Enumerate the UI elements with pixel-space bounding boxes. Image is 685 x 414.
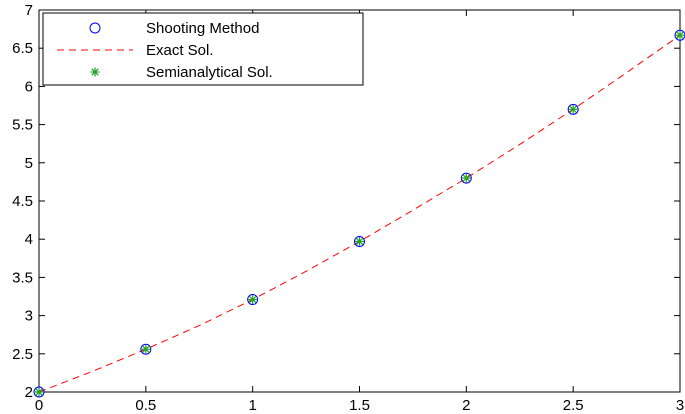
y-tick-label: 6 [25, 78, 33, 95]
y-tick-label: 3.5 [12, 269, 33, 286]
y-tick-label: 6.5 [12, 40, 33, 57]
y-tick-label: 5.5 [12, 117, 33, 134]
semianalytical-point [568, 104, 578, 114]
legend-label: Semianalytical Sol. [146, 64, 273, 81]
x-tick-label: 3 [676, 397, 684, 414]
y-tick-label: 4.5 [12, 193, 33, 210]
shooting-method-point [140, 343, 152, 355]
shooting-method-point [674, 29, 685, 41]
semianalytical-point [355, 236, 364, 246]
legend-entry: Semianalytical Sol. [90, 64, 273, 81]
shooting-method-point [567, 103, 579, 115]
y-tick-label: 4 [25, 231, 33, 248]
legend: Shooting Method Exact Sol. Semianalytical … [42, 12, 364, 86]
legend-asterisk-swatch [90, 67, 100, 77]
plot-area [33, 29, 685, 398]
y-tick-label: 3 [25, 308, 33, 325]
y-tick-label: 2.5 [12, 346, 33, 363]
x-tick-label: 2 [462, 397, 470, 414]
shooting-method-point [460, 172, 472, 184]
x-tick-label: 0 [35, 397, 43, 414]
y-tick-label: 5 [25, 155, 33, 172]
series-semianalytical-sol [34, 30, 685, 397]
x-tick-label: 1.5 [349, 397, 370, 414]
legend-label: Exact Sol. [146, 42, 214, 59]
legend-entry: Exact Sol. [57, 42, 214, 59]
x-tick-label: 2.5 [563, 397, 584, 414]
y-tick-label: 2 [25, 384, 33, 401]
semianalytical-point [248, 295, 258, 305]
semianalytical-point [675, 30, 685, 40]
x-tick-label: 1 [248, 397, 256, 414]
semianalytical-point [461, 173, 471, 183]
legend-label: Shooting Method [146, 20, 259, 37]
semianalytical-point [34, 387, 44, 397]
series-shooting-method [33, 29, 685, 398]
legend-entry: Shooting Method [89, 20, 259, 37]
legend-circle-swatch [89, 22, 101, 34]
shooting-method-point [354, 235, 365, 247]
y-tick-label: 7 [25, 2, 33, 19]
x-axis: 0 0.5 1 1.5 2 2.5 3 [35, 10, 684, 414]
shooting-method-point [33, 386, 45, 398]
semianalytical-point [141, 344, 151, 354]
shooting-method-point [247, 294, 259, 306]
y-axis: 2 2.5 3 3.5 4 4.5 5 5.5 6 6.5 7 [12, 2, 680, 401]
x-tick-label: 0.5 [135, 397, 156, 414]
